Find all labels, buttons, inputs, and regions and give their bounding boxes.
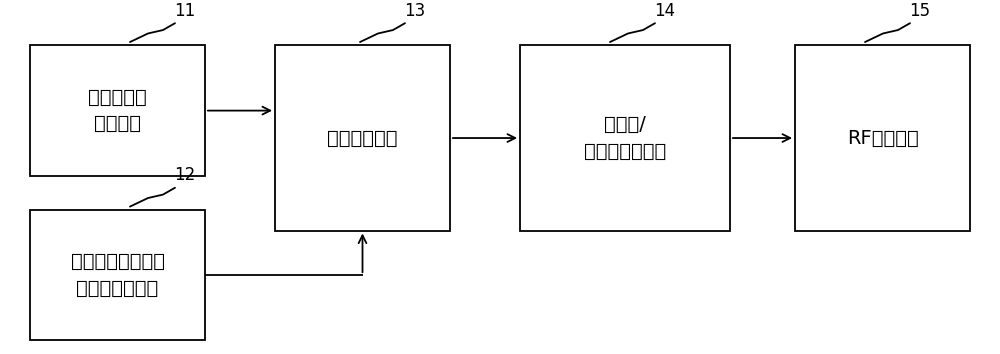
Text: 12: 12 — [174, 166, 196, 184]
Text: 15: 15 — [909, 2, 931, 20]
Text: 14: 14 — [654, 2, 676, 20]
Text: RF发射模块: RF发射模块 — [847, 129, 918, 148]
Bar — [30, 210, 205, 340]
Text: 11: 11 — [174, 2, 196, 20]
Text: 时域基符号
生成模块: 时域基符号 生成模块 — [88, 88, 147, 133]
Text: 13: 13 — [404, 2, 426, 20]
Bar — [795, 45, 970, 230]
Text: 基符号循环移位复
制符号生成模块: 基符号循环移位复 制符号生成模块 — [70, 252, 164, 298]
Bar — [30, 45, 205, 176]
Bar — [520, 45, 730, 230]
Text: 信令帧/
数据帧级联模块: 信令帧/ 数据帧级联模块 — [584, 115, 666, 161]
Bar — [275, 45, 450, 230]
Text: 级联扩展模块: 级联扩展模块 — [327, 129, 398, 148]
